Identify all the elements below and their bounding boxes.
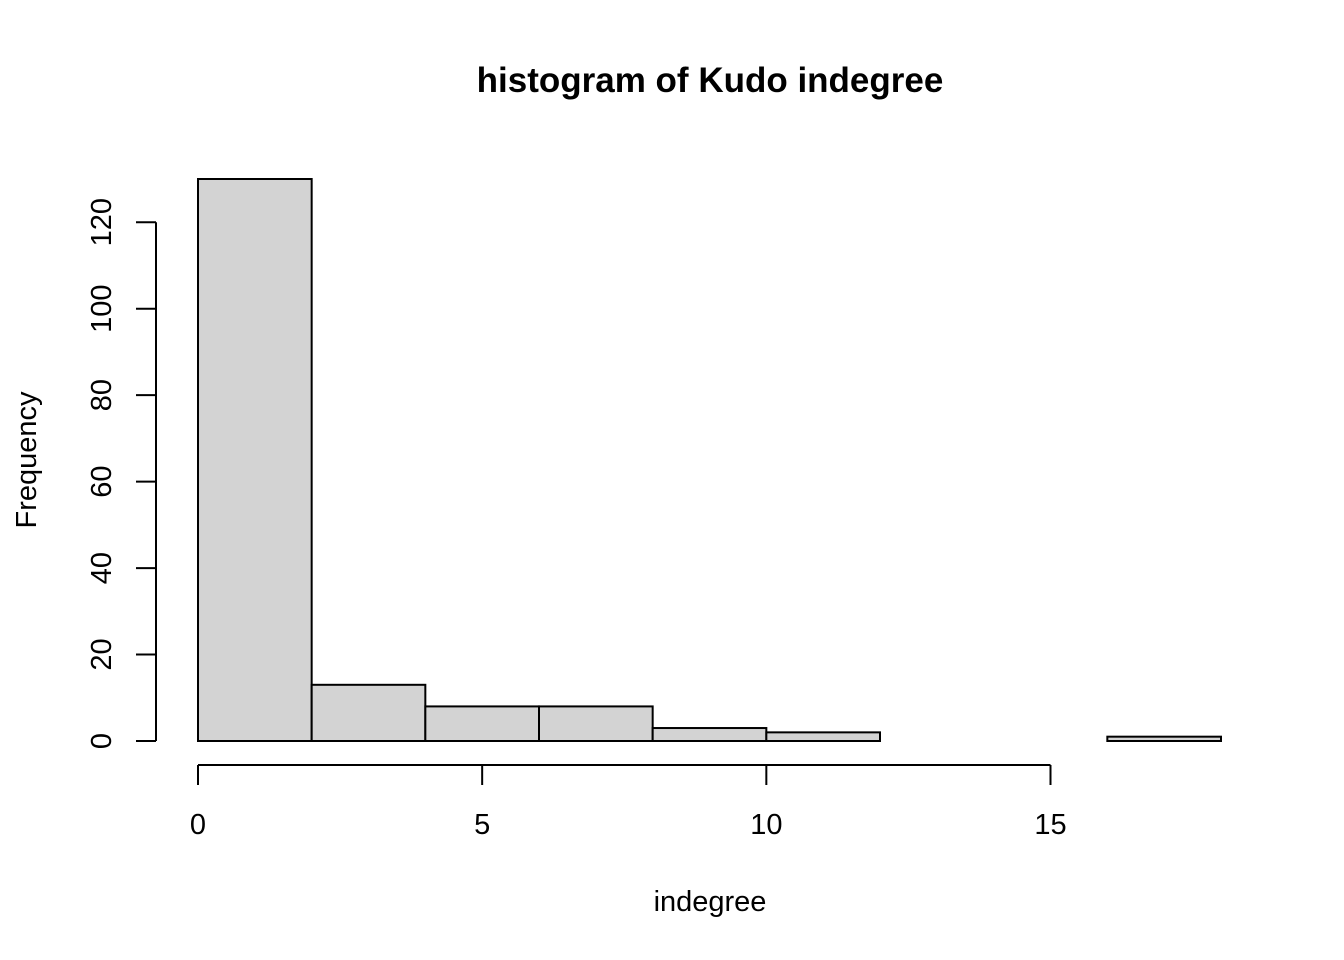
x-tick-label: 10 — [750, 809, 782, 841]
histogram-bar — [765, 731, 881, 742]
histogram-bar — [197, 178, 313, 742]
x-axis-ticks: 0 5 10 15 — [190, 765, 1067, 841]
histogram-bar — [424, 705, 541, 743]
y-axis-label: Frequency — [11, 391, 43, 529]
y-tick-label: 120 — [86, 198, 118, 246]
y-tick-label: 20 — [86, 638, 118, 670]
y-tick-label: 100 — [86, 284, 118, 332]
histogram-bar — [1106, 735, 1223, 743]
y-tick-label: 0 — [86, 733, 118, 749]
x-axis-label: indegree — [654, 886, 767, 918]
chart-title: histogram of Kudo indegree — [477, 61, 944, 100]
y-tick-label: 80 — [86, 379, 118, 411]
y-tick-label: 40 — [86, 552, 118, 584]
y-axis-ticks: 0 20 40 60 80 100 120 — [86, 198, 156, 749]
x-tick-label: 15 — [1034, 809, 1066, 841]
histogram-bar — [538, 705, 654, 743]
x-tick-label: 0 — [190, 809, 206, 841]
histogram-bar — [310, 683, 427, 742]
histogram-bar — [651, 727, 768, 742]
x-tick-label: 5 — [474, 809, 490, 841]
y-tick-label: 60 — [86, 465, 118, 497]
bars-group — [197, 178, 1223, 743]
